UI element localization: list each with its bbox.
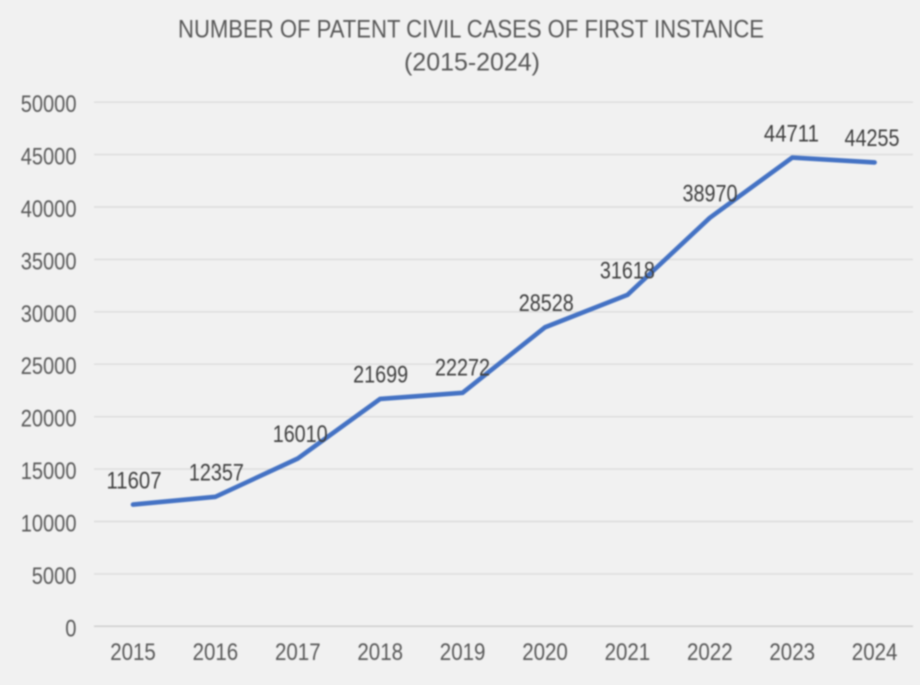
svg-text:20000: 20000	[21, 406, 77, 433]
svg-text:38970: 38970	[683, 181, 738, 208]
svg-text:2019: 2019	[440, 639, 486, 666]
svg-text:45000: 45000	[21, 144, 77, 171]
svg-text:10000: 10000	[21, 510, 77, 537]
svg-text:11607: 11607	[107, 467, 162, 494]
svg-text:12357: 12357	[189, 460, 244, 487]
svg-text:5000: 5000	[32, 563, 77, 590]
svg-text:2018: 2018	[357, 639, 403, 666]
svg-text:2017: 2017	[275, 639, 321, 666]
svg-text:2023: 2023	[769, 639, 815, 666]
svg-text:2021: 2021	[605, 639, 651, 666]
svg-text:22272: 22272	[435, 354, 490, 381]
svg-text:25000: 25000	[21, 353, 77, 380]
svg-text:2024: 2024	[852, 639, 898, 666]
svg-text:40000: 40000	[21, 196, 77, 223]
svg-text:16010: 16010	[273, 421, 328, 448]
svg-text:28528: 28528	[519, 290, 574, 317]
svg-text:NUMBER OF PATENT CIVIL CASES O: NUMBER OF PATENT CIVIL CASES OF FIRST IN…	[178, 16, 764, 44]
svg-text:30000: 30000	[21, 301, 77, 328]
svg-text:31618: 31618	[600, 258, 655, 285]
svg-text:50000: 50000	[21, 91, 77, 118]
svg-text:(2015-2024): (2015-2024)	[404, 48, 540, 76]
svg-text:0: 0	[65, 615, 76, 642]
svg-text:44255: 44255	[845, 125, 900, 152]
svg-text:35000: 35000	[21, 248, 77, 275]
svg-text:21699: 21699	[353, 362, 408, 389]
svg-text:2020: 2020	[522, 639, 568, 666]
svg-text:2015: 2015	[110, 639, 156, 666]
svg-text:2016: 2016	[193, 639, 239, 666]
svg-text:44711: 44711	[764, 120, 819, 147]
svg-text:15000: 15000	[21, 458, 77, 485]
svg-text:2022: 2022	[687, 639, 733, 666]
